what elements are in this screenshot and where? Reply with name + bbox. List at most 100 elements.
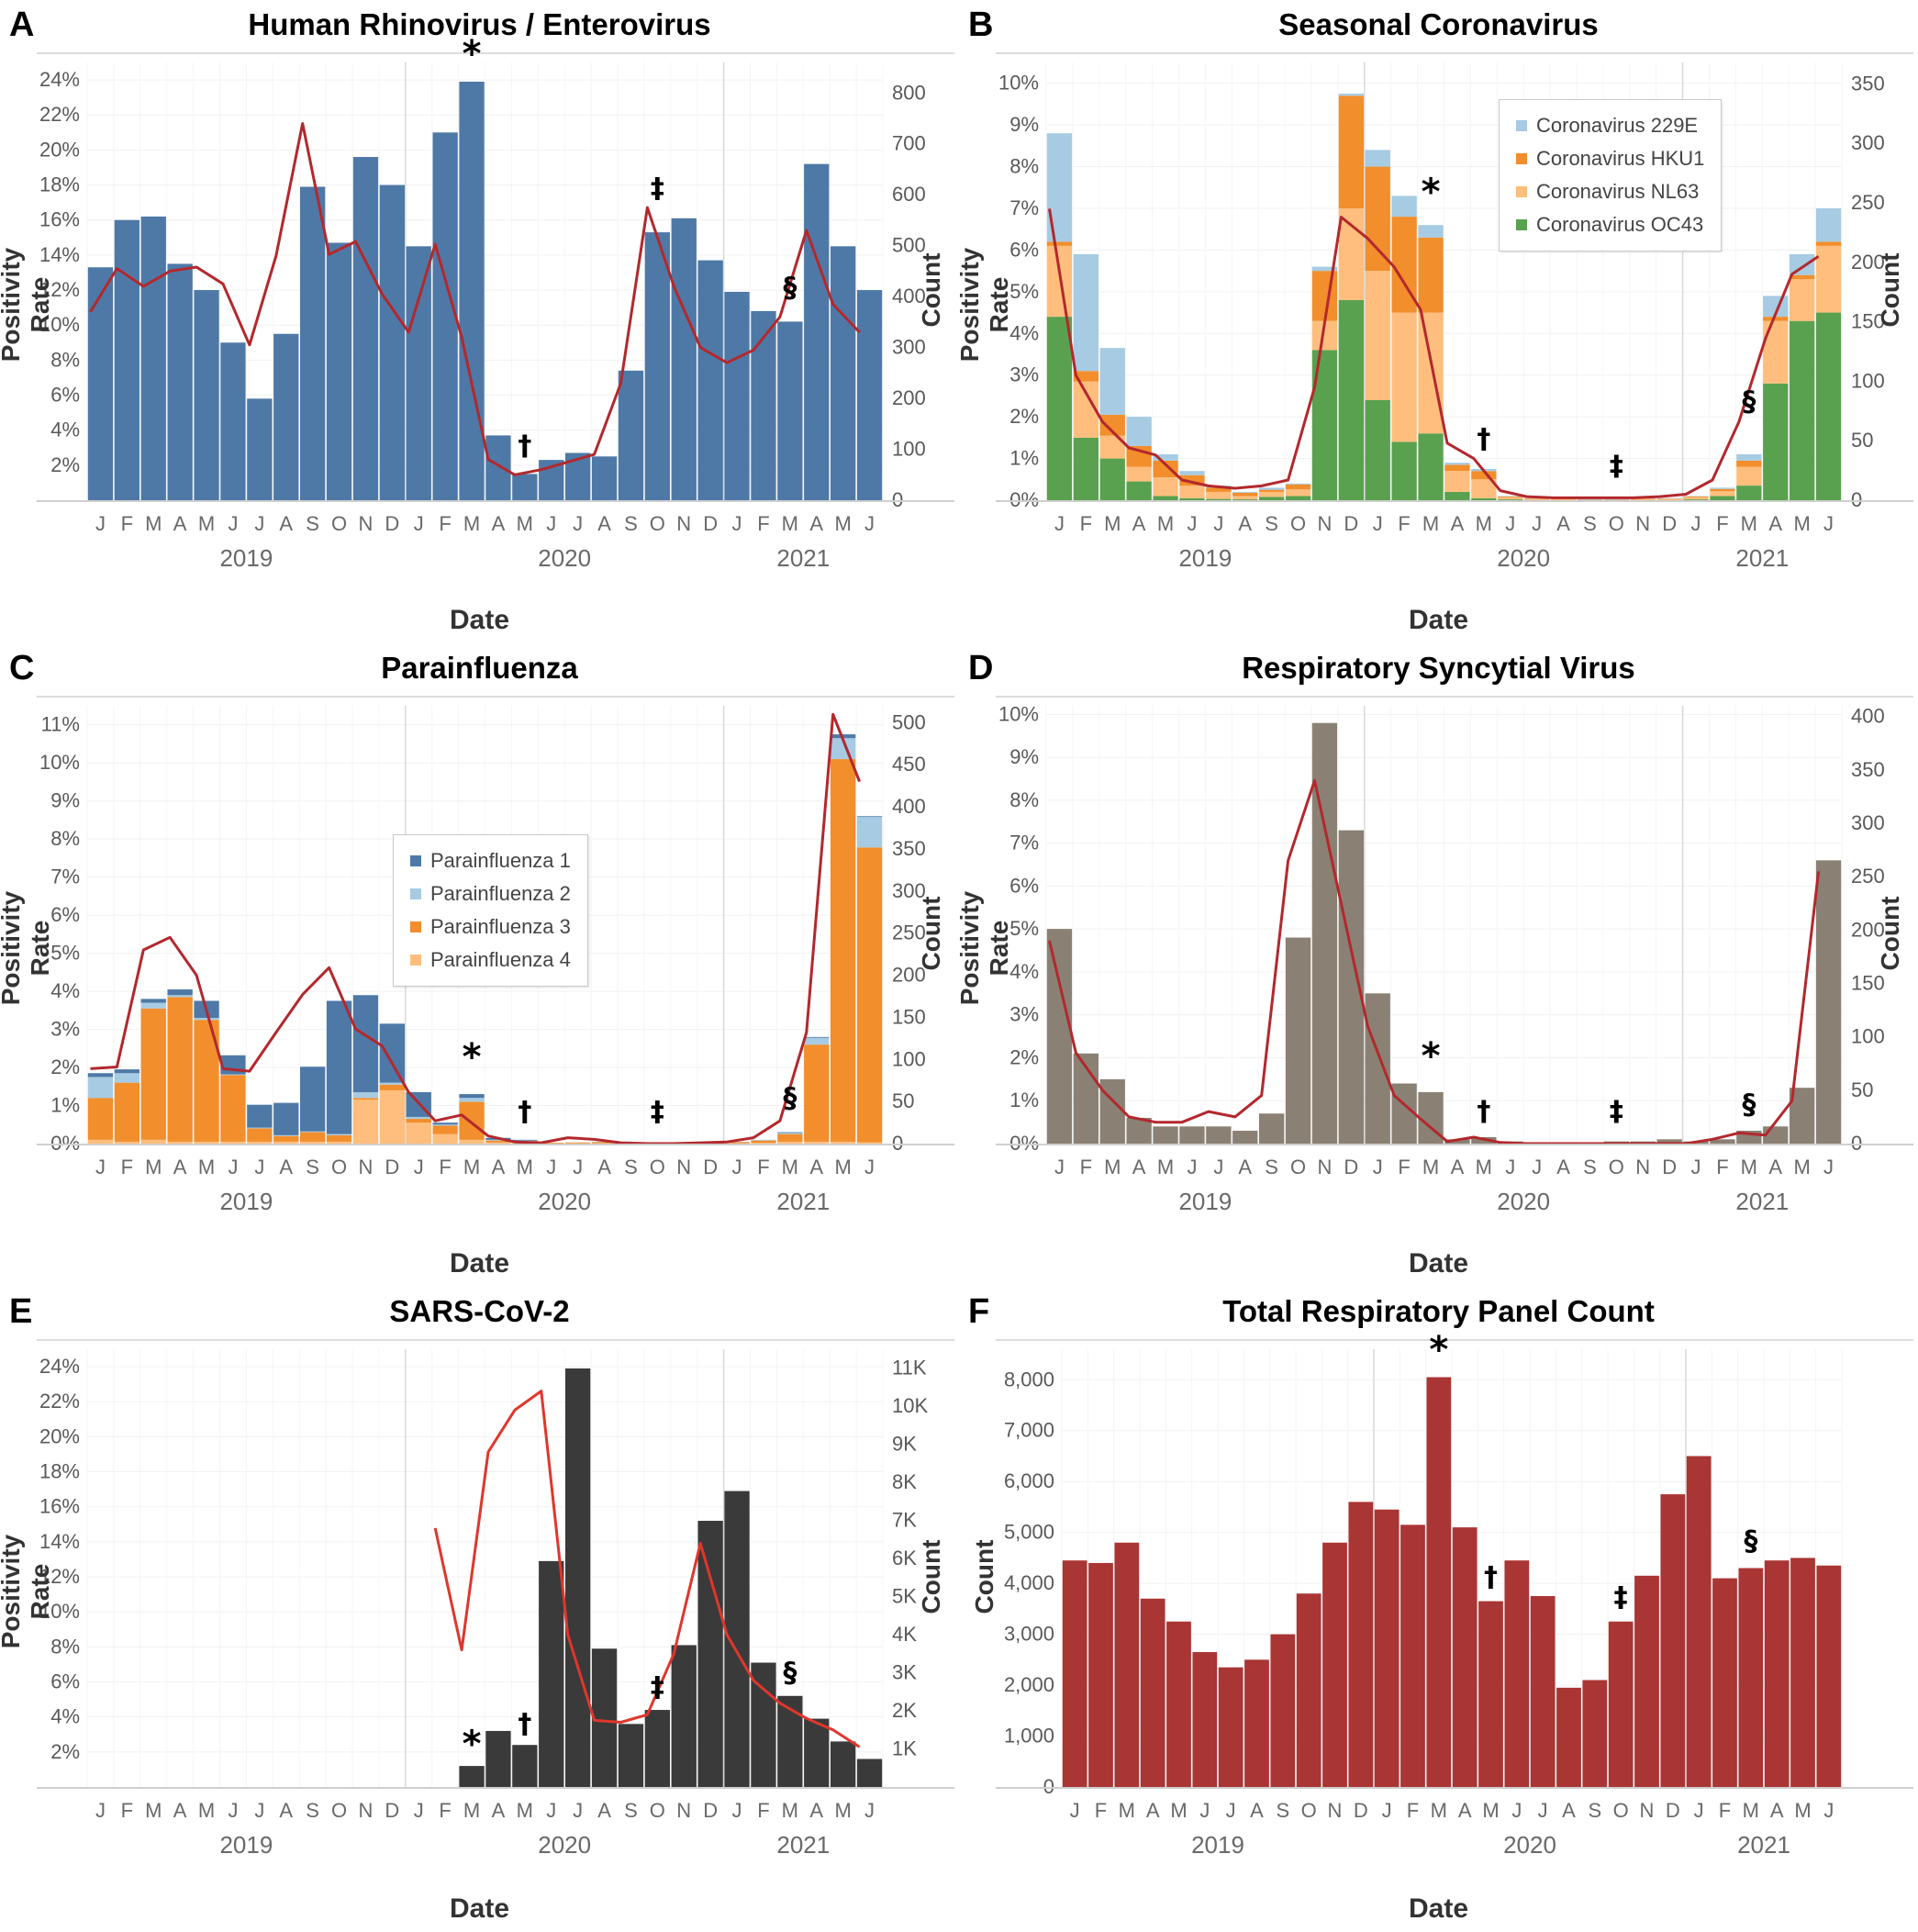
stacked-bar-segment <box>1099 458 1125 500</box>
month-tick-label: J <box>1054 1156 1065 1178</box>
bar <box>1088 1562 1113 1787</box>
stacked-bar-segment <box>1126 417 1152 446</box>
right-tick-label: 150 <box>1851 310 1885 333</box>
year-label: 2019 <box>219 1831 273 1859</box>
month-tick-label: A <box>279 1799 293 1822</box>
annotation-symbol: § <box>1742 385 1756 418</box>
left-tick-label: 5% <box>1009 280 1039 303</box>
bar <box>1738 1568 1764 1787</box>
month-tick-label: J <box>1532 512 1542 535</box>
stacked-bar-segment <box>1815 241 1842 246</box>
stacked-bar-segment <box>1683 496 1709 497</box>
month-tick-label: J <box>1054 512 1065 535</box>
bar <box>1634 1575 1659 1787</box>
stacked-bar-segment <box>565 1143 591 1145</box>
bar <box>804 1718 830 1787</box>
month-tick-label: J <box>573 1799 583 1822</box>
month-tick-label: N <box>676 1156 691 1178</box>
year-label: 2020 <box>1497 544 1550 572</box>
stacked-bar-segment <box>856 1142 883 1144</box>
panel-letter-b: B <box>968 6 994 44</box>
stacked-bar-segment <box>432 1134 458 1144</box>
stacked-bar-segment <box>1073 437 1098 500</box>
left-tick-label: 6% <box>1009 874 1039 897</box>
month-tick-label: J <box>1505 512 1515 535</box>
x-axis-label-a: Date <box>449 605 510 635</box>
right-tick-label: 150 <box>892 1005 926 1028</box>
bar <box>1712 1578 1737 1787</box>
stacked-bar-segment <box>804 1037 830 1045</box>
month-tick-label: N <box>1318 512 1333 535</box>
bar <box>406 246 431 500</box>
stacked-bar-segment <box>459 1094 485 1099</box>
month-tick-label: J <box>1694 1799 1704 1822</box>
left-tick-label: 2% <box>1009 405 1039 428</box>
month-tick-label: D <box>703 512 718 535</box>
stacked-bar-segment <box>1046 241 1073 246</box>
stacked-bar-segment <box>167 1141 193 1144</box>
month-tick-label: A <box>1458 1799 1472 1822</box>
annotation-symbol: † <box>1477 1095 1490 1127</box>
month-tick-label: M <box>782 512 798 535</box>
bar <box>485 435 511 500</box>
right-tick-label: 400 <box>1851 705 1885 728</box>
x-axis-label-c: Date <box>449 1248 510 1279</box>
panel-letter-d: D <box>968 649 994 687</box>
stacked-bar-segment <box>1126 481 1152 500</box>
month-tick-label: M <box>834 1156 851 1178</box>
month-tick-label: M <box>1741 512 1757 535</box>
stacked-bar-segment <box>1736 460 1762 467</box>
legend-swatch-icon <box>410 888 421 899</box>
month-tick-label: M <box>463 512 480 535</box>
month-tick-label: J <box>573 512 583 535</box>
month-tick-label: M <box>1104 512 1121 535</box>
stacked-bar-segment <box>459 1101 485 1140</box>
bar <box>1259 1113 1285 1144</box>
month-tick-label: A <box>492 1156 506 1178</box>
bar <box>114 219 139 500</box>
month-tick-label: M <box>1482 1799 1499 1822</box>
month-tick-label: D <box>1344 512 1358 535</box>
left-tick-label: 5% <box>1009 917 1039 940</box>
stacked-bar-segment <box>140 999 166 1003</box>
left-tick-label: 24% <box>39 1355 80 1378</box>
stacked-bar-segment <box>1232 491 1258 493</box>
bar <box>352 157 379 501</box>
stacked-bar-segment <box>273 1134 299 1136</box>
legend-item: Coronavirus HKU1 <box>1514 142 1706 175</box>
legend-item: Parainfluenza 2 <box>408 877 573 910</box>
bar <box>804 163 830 500</box>
stacked-bar-segment <box>1311 271 1338 321</box>
month-tick-label: A <box>597 1799 611 1822</box>
legend-item: Parainfluenza 4 <box>408 944 573 977</box>
bar <box>1153 1126 1178 1144</box>
stacked-bar-segment <box>247 1141 273 1144</box>
month-tick-label: M <box>1476 512 1492 535</box>
stacked-bar-segment <box>751 1143 776 1144</box>
month-tick-label: N <box>1635 1156 1650 1178</box>
right-tick-label: 100 <box>892 438 926 461</box>
left-tick-label: 14% <box>39 1530 80 1553</box>
bar <box>459 1766 485 1787</box>
right-tick-label: 200 <box>1851 918 1885 941</box>
bar <box>1556 1687 1581 1787</box>
stacked-bar-segment <box>432 1125 458 1134</box>
month-tick-label: S <box>1583 512 1597 535</box>
month-tick-label: J <box>254 1799 264 1822</box>
left-tick-label: 6% <box>50 1670 80 1693</box>
legend-swatch-icon <box>410 955 421 966</box>
stacked-bar-segment <box>167 995 193 998</box>
stacked-bar-segment <box>1046 245 1073 318</box>
month-tick-label: A <box>1556 1156 1570 1178</box>
month-tick-label: J <box>864 1799 875 1822</box>
month-tick-label: M <box>198 1156 215 1178</box>
left-tick-label: 8% <box>1009 788 1039 811</box>
month-tick-label: J <box>732 1799 742 1822</box>
panel-title-b: Seasonal Coronavirus <box>1278 7 1599 41</box>
stacked-bar-segment <box>1763 317 1789 321</box>
left-tick-label: 9% <box>50 789 80 812</box>
left-tick-label: 5% <box>50 942 80 965</box>
year-label: 2019 <box>1178 1188 1232 1215</box>
month-tick-label: F <box>757 1156 769 1178</box>
left-tick-label: 3% <box>1009 1003 1039 1026</box>
